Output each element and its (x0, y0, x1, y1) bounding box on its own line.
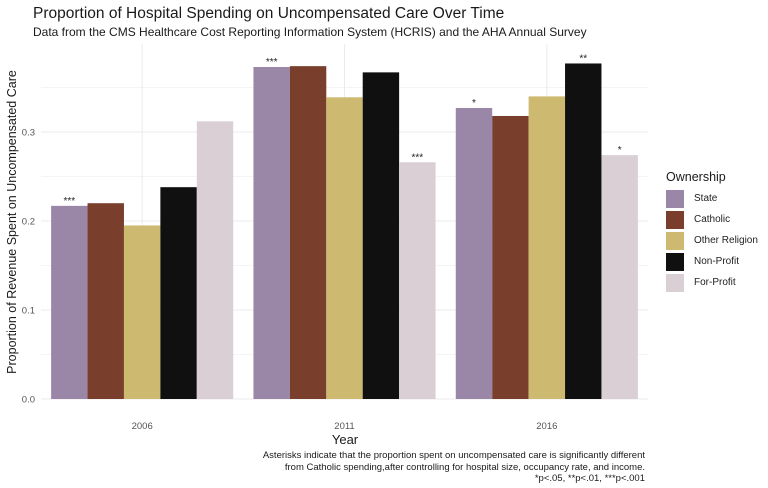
legend-item: For-Profit (666, 272, 758, 293)
y-tick-label: 0.2 (22, 217, 35, 228)
bar-for-profit-2006 (196, 121, 234, 399)
legend-item: Non-Profit (666, 251, 758, 272)
y-axis-title-wrap: Proportion of Revenue Spent on Uncompens… (3, 44, 21, 400)
legend-label: For-Profit (694, 277, 736, 288)
x-axis-title: Year (331, 432, 359, 447)
legend-swatch (666, 252, 684, 271)
legend-label: Other Religion (694, 235, 758, 246)
bar-non-profit-2006 (160, 187, 197, 399)
bar-state-2006 (51, 205, 88, 399)
bar-other-religion-2006 (123, 225, 161, 399)
significance-label: * (472, 98, 476, 109)
y-axis-title: Proportion of Revenue Spent on Uncompens… (5, 70, 19, 374)
bar-state-2016 (455, 107, 493, 399)
bar-for-profit-2016 (601, 155, 638, 399)
legend-label: Non-Profit (694, 256, 740, 267)
caption-line: from Catholic spending,after controlling… (284, 461, 645, 473)
legend-swatch (666, 231, 684, 250)
y-tick-label: 0.1 (22, 306, 35, 317)
y-tick-label: 0.0 (22, 395, 35, 406)
caption: Asterisks indicate that the proportion s… (263, 450, 645, 485)
x-tick-label: 2016 (536, 421, 557, 432)
bar-catholic-2006 (87, 203, 124, 399)
bar-catholic-2011 (289, 66, 327, 399)
significance-label: ** (579, 53, 587, 64)
y-tick-label: 0.3 (22, 128, 35, 139)
bar-non-profit-2016 (565, 63, 602, 399)
legend: Ownership State Catholic Other Religion Non… (666, 170, 758, 293)
legend-item: Other Religion (666, 230, 758, 251)
legend-label: Catholic (694, 214, 731, 225)
bar-catholic-2016 (492, 115, 529, 399)
bar-other-religion-2011 (326, 97, 363, 399)
legend-swatch (666, 189, 684, 208)
x-tick-label: 2011 (334, 421, 354, 432)
legend-label: State (694, 193, 718, 204)
bar-other-religion-2016 (528, 96, 566, 400)
bar-non-profit-2011 (362, 72, 400, 400)
legend-swatch (666, 210, 684, 229)
chart-subtitle: Data from the CMS Healthcare Cost Report… (33, 25, 587, 39)
significance-label: *** (63, 196, 75, 207)
significance-label: *** (266, 57, 278, 68)
significance-label: * (618, 145, 622, 156)
legend-title: Ownership (666, 170, 726, 184)
legend-item: State (666, 188, 758, 209)
x-tick-label: 2006 (132, 421, 153, 432)
legend-item: Catholic (666, 209, 758, 230)
chart-title: Proportion of Hospital Spending on Uncom… (33, 5, 505, 22)
significance-label: *** (411, 152, 423, 163)
bar-state-2011 (253, 67, 290, 399)
bar-for-profit-2011 (399, 162, 436, 399)
caption-line: Asterisks indicate that the proportion s… (262, 450, 645, 461)
legend-swatch (666, 273, 684, 292)
caption-line: *p<.05, **p<.01, ***p<.001 (534, 473, 645, 484)
